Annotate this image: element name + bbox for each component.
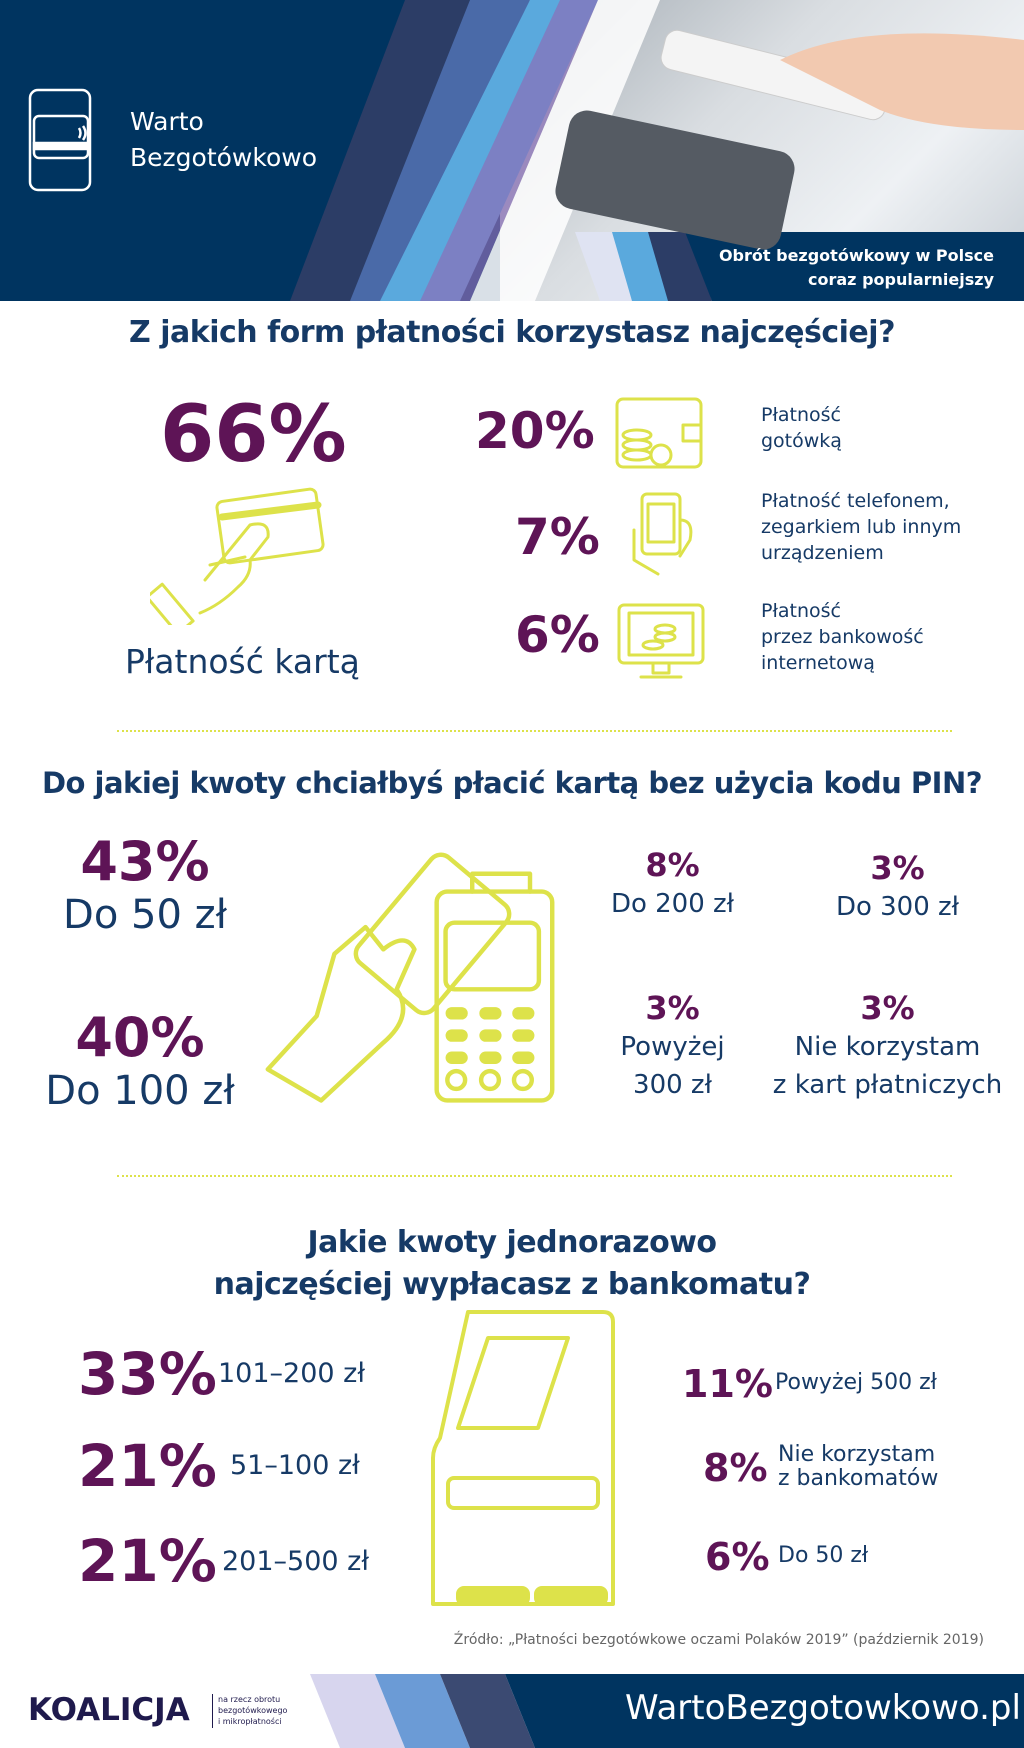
cash-label: Płatność gotówką [761, 402, 842, 454]
label-line: z bankomatów [778, 1466, 939, 1491]
sub-line: na rzecz obrotu [218, 1695, 281, 1704]
atm-percent: 11% [682, 1362, 773, 1406]
label-line: Nie korzystam [778, 1442, 936, 1467]
section1-title: Z jakich form płatności korzystasz najcz… [129, 315, 895, 350]
pin-item-50: 43% Do 50 zł [40, 830, 250, 939]
label: Do 300 zł [835, 892, 960, 922]
label-line: gotówką [761, 430, 842, 452]
pin-item-over-300: 3% Powyżej 300 zł [600, 988, 745, 1104]
percent: 3% [860, 989, 915, 1027]
percent: 3% [645, 989, 700, 1027]
atm-label: Do 50 zł [778, 1543, 869, 1568]
label-line: internetową [761, 652, 875, 674]
card-label: Płatność kartą [125, 642, 360, 681]
pin-item-100: 40% Do 100 zł [30, 1006, 250, 1115]
atm-percent: 21% [78, 1527, 217, 1595]
atm-percent: 21% [78, 1432, 217, 1500]
percent: 40% [75, 1006, 205, 1069]
sub-line: i mikropłatności [218, 1717, 282, 1726]
percent: 8% [645, 846, 700, 884]
label: Do 100 zł [45, 1068, 235, 1114]
section3-title: Jakie kwoty jednorazowo najczęściej wypła… [0, 1222, 1024, 1306]
card-percent: 66% [160, 390, 347, 480]
label: Do 200 zł [610, 889, 735, 919]
online-label: Płatność przez bankowość internetową [761, 598, 924, 676]
footer: KOALICJA na rzecz obrotu bezgotówkowego i … [0, 1674, 1024, 1748]
label: Powyżej [620, 1032, 725, 1062]
sub-line: bezgotówkowego [218, 1706, 288, 1715]
atm-percent: 6% [705, 1535, 770, 1579]
phone-card-logo-icon [28, 88, 92, 192]
title-line: najczęściej wypłacasz z bankomatu? [213, 1267, 811, 1302]
koalicja-logo: KOALICJA [28, 1692, 190, 1728]
label: 300 zł [633, 1070, 712, 1100]
logo-divider [212, 1694, 213, 1728]
label-line: Płatność [761, 404, 841, 426]
brand-line-2: Bezgotówkowo [130, 143, 317, 172]
atm-label: Powyżej 500 zł [775, 1370, 937, 1395]
online-percent: 6% [515, 606, 600, 664]
title-line: Jakie kwoty jednorazowo [307, 1225, 717, 1260]
wallet-coins-icon [615, 397, 703, 469]
header-stripes [0, 0, 1024, 301]
mobile-label: Płatność telefonem, zegarkiem lub innym ur… [761, 488, 961, 566]
label-line: Płatność telefonem, [761, 490, 950, 512]
tagline-line-1: Obrót bezgotówkowy w Polsce [718, 246, 994, 265]
source-note: Źródło: „Płatności bezgotówkowe oczami P… [453, 1632, 984, 1648]
pin-item-no-cards: 3% Nie korzystam z kart płatniczych [765, 988, 1010, 1104]
mobile-percent: 7% [515, 508, 600, 566]
brand-name: Warto Bezgotówkowo [130, 104, 317, 176]
header-tagline: Obrót bezgotówkowy w Polsce coraz popula… [719, 244, 994, 292]
atm-label: 201–500 zł [222, 1546, 369, 1577]
divider [117, 730, 952, 732]
label: Nie korzystam [794, 1032, 981, 1062]
hand-card-icon [150, 487, 325, 625]
tagline-line-2: coraz popularniejszy [808, 270, 994, 289]
koalicja-subtitle: na rzecz obrotu bezgotówkowego i mikropłat… [218, 1694, 287, 1727]
label-line: przez bankowość [761, 626, 924, 648]
section2-title: Do jakiej kwoty chciałbyś płacić kartą b… [41, 766, 983, 800]
atm-label: 51–100 zł [230, 1450, 360, 1481]
pin-item-200: 8% Do 200 zł [600, 845, 745, 923]
atm-icon [431, 1310, 615, 1606]
atm-label: 101–200 zł [218, 1358, 365, 1389]
cash-percent: 20% [475, 402, 595, 460]
hand-phone-icon [632, 492, 693, 576]
hand-card-terminal-icon [265, 852, 555, 1103]
brand-line-1: Warto [130, 107, 204, 136]
atm-percent: 8% [703, 1446, 768, 1490]
label-line: zegarkiem lub innym [761, 516, 962, 538]
label-line: Płatność [761, 600, 841, 622]
percent: 3% [870, 849, 925, 887]
atm-label: Nie korzystam z bankomatów [778, 1443, 938, 1491]
website-link[interactable]: WartoBezgotowkowo.pl [625, 1688, 1021, 1728]
monitor-coins-icon [617, 603, 705, 679]
percent: 43% [80, 830, 210, 893]
header-banner: Warto Bezgotówkowo Obrót bezgotówkowy w … [0, 0, 1024, 301]
label-line: urządzeniem [761, 542, 884, 564]
label: z kart płatniczych [772, 1070, 1003, 1100]
pin-item-300: 3% Do 300 zł [815, 848, 980, 926]
divider [117, 1175, 952, 1177]
footer-stripes [310, 1674, 1024, 1748]
label: Do 50 zł [63, 892, 227, 938]
atm-percent: 33% [78, 1340, 217, 1408]
